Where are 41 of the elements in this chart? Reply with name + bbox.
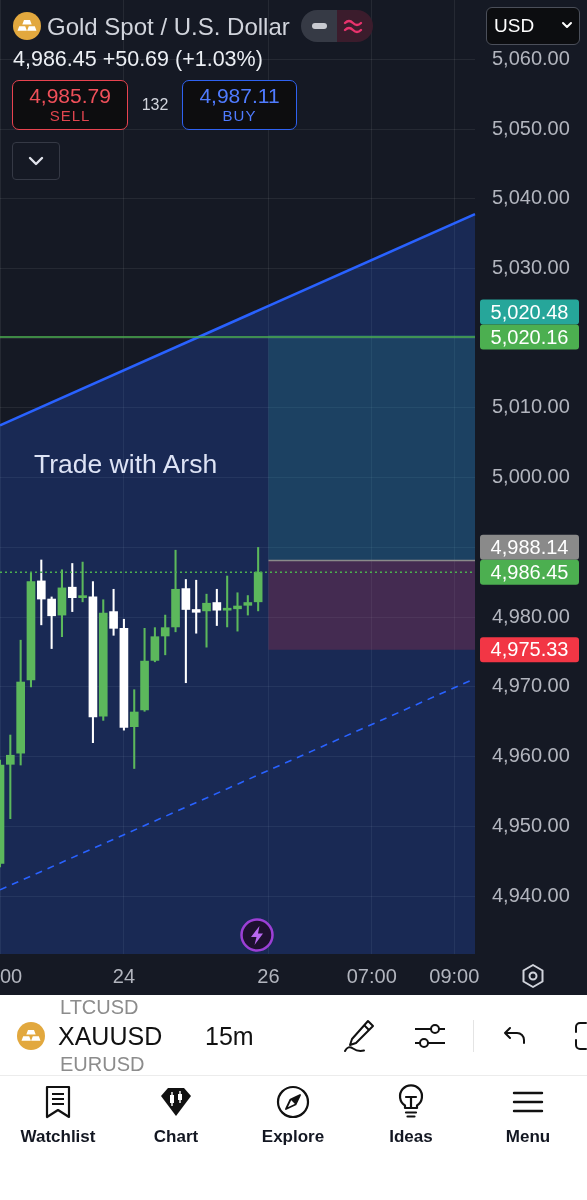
y-tick-label: 5,030.00 (492, 256, 570, 278)
x-tick-label: 24 (112, 964, 136, 987)
x-tick-label: 07:00 (346, 964, 397, 987)
candlestick (191, 579, 201, 634)
x-tick-label: 26 (257, 964, 280, 987)
annotation: BUY (222, 107, 257, 125)
band-label: 5,020.48 (490, 300, 569, 323)
text: Menu (505, 1127, 551, 1147)
text: LTCUSD (60, 995, 139, 1019)
y-tick-label: 4,980.00 (492, 604, 570, 627)
text: EURUSD (60, 1052, 145, 1076)
text: Watchlist (20, 1127, 96, 1147)
text: 4,986.45 +50.69 (+1.03%) (13, 46, 263, 72)
annotation: 4,985.79 (29, 82, 111, 108)
text: USD (494, 13, 535, 37)
text: Ideas (389, 1127, 433, 1147)
y-tick-label: 5,010.00 (492, 395, 570, 418)
text: 15m (205, 1021, 254, 1051)
text: XAUUSD (58, 1021, 163, 1051)
annotation: 132 (141, 94, 169, 114)
annotation: Trade with Arsh (34, 448, 218, 480)
annotation: 4,987.11 (199, 82, 280, 108)
x-tick-label: 09:00 (429, 964, 480, 987)
band-label: 4,975.33 (490, 638, 569, 661)
text: Explore (261, 1127, 325, 1147)
text: Gold Spot / U.S. Dollar (47, 11, 290, 41)
y-tick-label: 4,960.00 (492, 744, 570, 767)
ref-line-label: 4,986.45 (490, 560, 569, 583)
y-tick-label: 5,060.00 (492, 46, 570, 69)
text: Chart (153, 1127, 199, 1147)
y-tick-label: 4,950.00 (492, 813, 570, 836)
y-tick-label: 5,040.00 (492, 186, 570, 209)
x-tick-label: 00 (0, 964, 23, 987)
y-tick-label: 4,940.00 (492, 883, 570, 906)
candlestick (202, 593, 211, 648)
y-tick-label: 5,050.00 (492, 116, 570, 139)
y-tick-label: 4,970.00 (492, 674, 570, 697)
y-tick-label: 5,000.00 (492, 465, 570, 488)
ref-line-label: 4,988.14 (490, 535, 569, 558)
ref-line-label: 5,020.16 (490, 325, 569, 348)
annotation: SELL (49, 107, 91, 125)
